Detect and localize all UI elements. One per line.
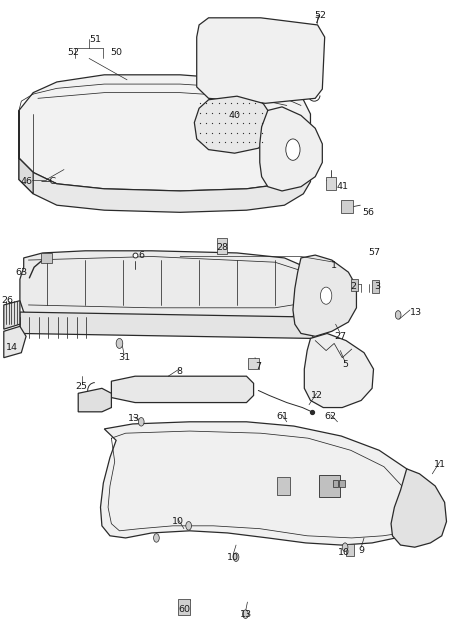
- Bar: [277, 477, 290, 495]
- Text: 13: 13: [410, 308, 422, 317]
- Circle shape: [116, 339, 123, 349]
- Circle shape: [154, 534, 159, 542]
- Text: 60: 60: [178, 604, 190, 614]
- Circle shape: [286, 139, 300, 161]
- Bar: [341, 200, 353, 213]
- Text: 9: 9: [358, 545, 364, 554]
- Text: 51: 51: [89, 34, 101, 44]
- Text: 50: 50: [110, 48, 122, 57]
- Polygon shape: [100, 422, 419, 545]
- Text: 14: 14: [6, 343, 18, 352]
- Text: 12: 12: [310, 391, 323, 400]
- Text: 63: 63: [15, 268, 27, 277]
- Text: 27: 27: [334, 332, 346, 341]
- Bar: [372, 280, 379, 293]
- Circle shape: [320, 287, 332, 304]
- Bar: [351, 278, 358, 292]
- Text: 2: 2: [350, 282, 356, 291]
- Circle shape: [233, 553, 239, 561]
- Bar: [326, 177, 336, 190]
- Text: 13: 13: [128, 414, 140, 423]
- Polygon shape: [391, 469, 447, 547]
- Bar: [178, 599, 190, 615]
- Text: 10: 10: [172, 517, 184, 526]
- Text: 56: 56: [362, 208, 374, 217]
- Text: 40: 40: [228, 111, 241, 120]
- Text: 5: 5: [342, 361, 348, 369]
- Polygon shape: [4, 301, 20, 329]
- Text: 46: 46: [20, 177, 32, 186]
- Text: 1: 1: [331, 261, 337, 270]
- Polygon shape: [111, 376, 254, 403]
- Bar: [217, 238, 227, 254]
- Polygon shape: [4, 326, 26, 357]
- Polygon shape: [304, 334, 374, 408]
- Polygon shape: [194, 96, 273, 153]
- Text: 7: 7: [255, 362, 261, 371]
- Text: 25: 25: [75, 382, 88, 391]
- Bar: [333, 480, 338, 487]
- Text: 6: 6: [138, 251, 144, 260]
- Text: 11: 11: [434, 460, 446, 469]
- Polygon shape: [19, 75, 310, 191]
- Bar: [346, 544, 354, 557]
- Text: 26: 26: [1, 296, 13, 305]
- Polygon shape: [19, 158, 310, 213]
- Bar: [248, 358, 259, 369]
- Circle shape: [186, 522, 191, 530]
- Text: —C: —C: [41, 177, 57, 186]
- Circle shape: [243, 610, 248, 618]
- Circle shape: [138, 418, 144, 426]
- Text: 31: 31: [118, 353, 130, 362]
- Text: 3: 3: [374, 282, 380, 291]
- Text: 10: 10: [227, 552, 239, 562]
- Polygon shape: [197, 18, 325, 103]
- Circle shape: [342, 543, 348, 552]
- Text: 61: 61: [276, 413, 288, 421]
- Polygon shape: [260, 107, 322, 191]
- Bar: [319, 475, 340, 497]
- Polygon shape: [20, 251, 313, 326]
- Text: 10: 10: [337, 548, 350, 557]
- Text: 41: 41: [336, 182, 348, 191]
- Polygon shape: [19, 110, 33, 194]
- Polygon shape: [20, 312, 313, 339]
- Polygon shape: [293, 255, 356, 336]
- Bar: [339, 480, 345, 487]
- Text: 57: 57: [368, 248, 381, 258]
- Text: 28: 28: [216, 243, 228, 253]
- Bar: [41, 253, 52, 263]
- Text: 8: 8: [176, 367, 182, 376]
- Polygon shape: [78, 388, 111, 412]
- Text: 13: 13: [239, 609, 252, 619]
- Text: 52: 52: [314, 11, 326, 20]
- Circle shape: [395, 310, 401, 319]
- Text: 62: 62: [325, 413, 337, 421]
- Text: 52: 52: [67, 48, 80, 57]
